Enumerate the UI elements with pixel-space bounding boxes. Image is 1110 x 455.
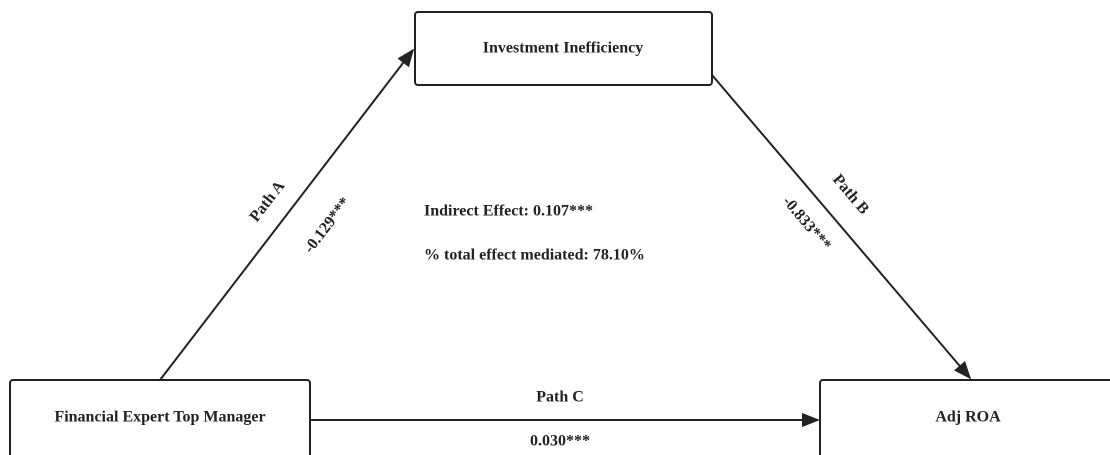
edge-coefficient: -0.833*** [779, 193, 834, 254]
edge-coefficient: -0.129*** [301, 194, 354, 256]
edge-label: Path C [536, 389, 584, 406]
edge-coefficient: 0.030*** [530, 433, 590, 450]
edge-arrow [711, 74, 972, 380]
annotation: % total effect mediated: 78.10% [424, 247, 645, 264]
node-label: Financial Expert Top Manager [54, 409, 265, 426]
node-box [819, 379, 1110, 455]
edge-arrow [159, 48, 415, 381]
edge-label: Path A [246, 177, 288, 225]
node-box [414, 11, 713, 86]
edge-label: Path B [829, 171, 872, 218]
annotation: Indirect Effect: 0.107*** [424, 203, 593, 220]
node-label: Investment Inefficiency [483, 40, 643, 57]
node-label: Adj ROA [935, 409, 1001, 426]
